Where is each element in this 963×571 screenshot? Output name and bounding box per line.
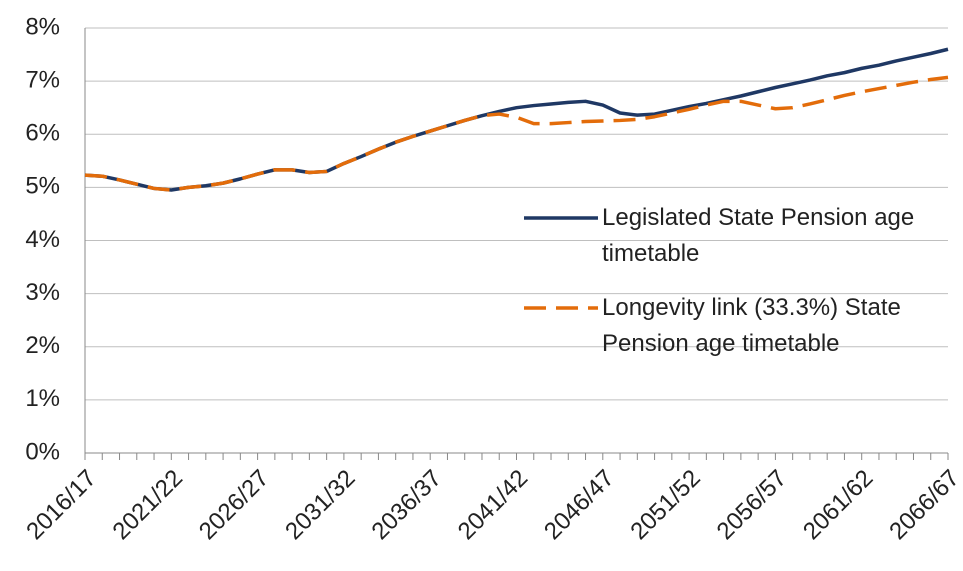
y-tick-label: 3% — [25, 279, 60, 306]
legend-item: Longevity link (33.3%) State Pension age… — [522, 290, 962, 362]
y-tick-label: 5% — [25, 173, 60, 200]
legend-label: Legislated State Pension age timetable — [602, 204, 915, 267]
y-tick-label: 1% — [25, 385, 60, 412]
x-tick-label: 2046/47 — [539, 465, 619, 545]
y-tick-label: 6% — [25, 120, 60, 147]
x-tick-label: 2036/37 — [366, 465, 446, 545]
y-tick-label: 4% — [25, 226, 60, 253]
x-tick-label: 2041/42 — [453, 465, 533, 545]
x-tick-label: 2061/62 — [798, 465, 878, 545]
legend-swatch — [524, 216, 598, 220]
x-tick-label: 2066/67 — [884, 465, 963, 545]
x-tick-label: 2051/52 — [625, 465, 705, 545]
x-tick-label: 2021/22 — [108, 465, 188, 545]
y-tick-label: 0% — [25, 438, 60, 465]
x-tick-label: 2026/27 — [194, 465, 274, 545]
series-line — [84, 47, 949, 192]
y-tick-label: 7% — [25, 66, 60, 93]
legend: Legislated State Pension age timetable Lo… — [522, 200, 962, 380]
legend-swatch — [524, 306, 598, 310]
series-line — [84, 75, 949, 192]
x-tick-label: 2016/17 — [21, 465, 101, 545]
legend-label: Longevity link (33.3%) State Pension age… — [602, 294, 901, 357]
x-tick-label: 2031/32 — [280, 465, 360, 545]
y-tick-label: 2% — [25, 332, 60, 359]
y-tick-label: 8% — [25, 13, 60, 40]
legend-item: Legislated State Pension age timetable — [522, 200, 962, 272]
x-tick-label: 2056/57 — [712, 465, 792, 545]
